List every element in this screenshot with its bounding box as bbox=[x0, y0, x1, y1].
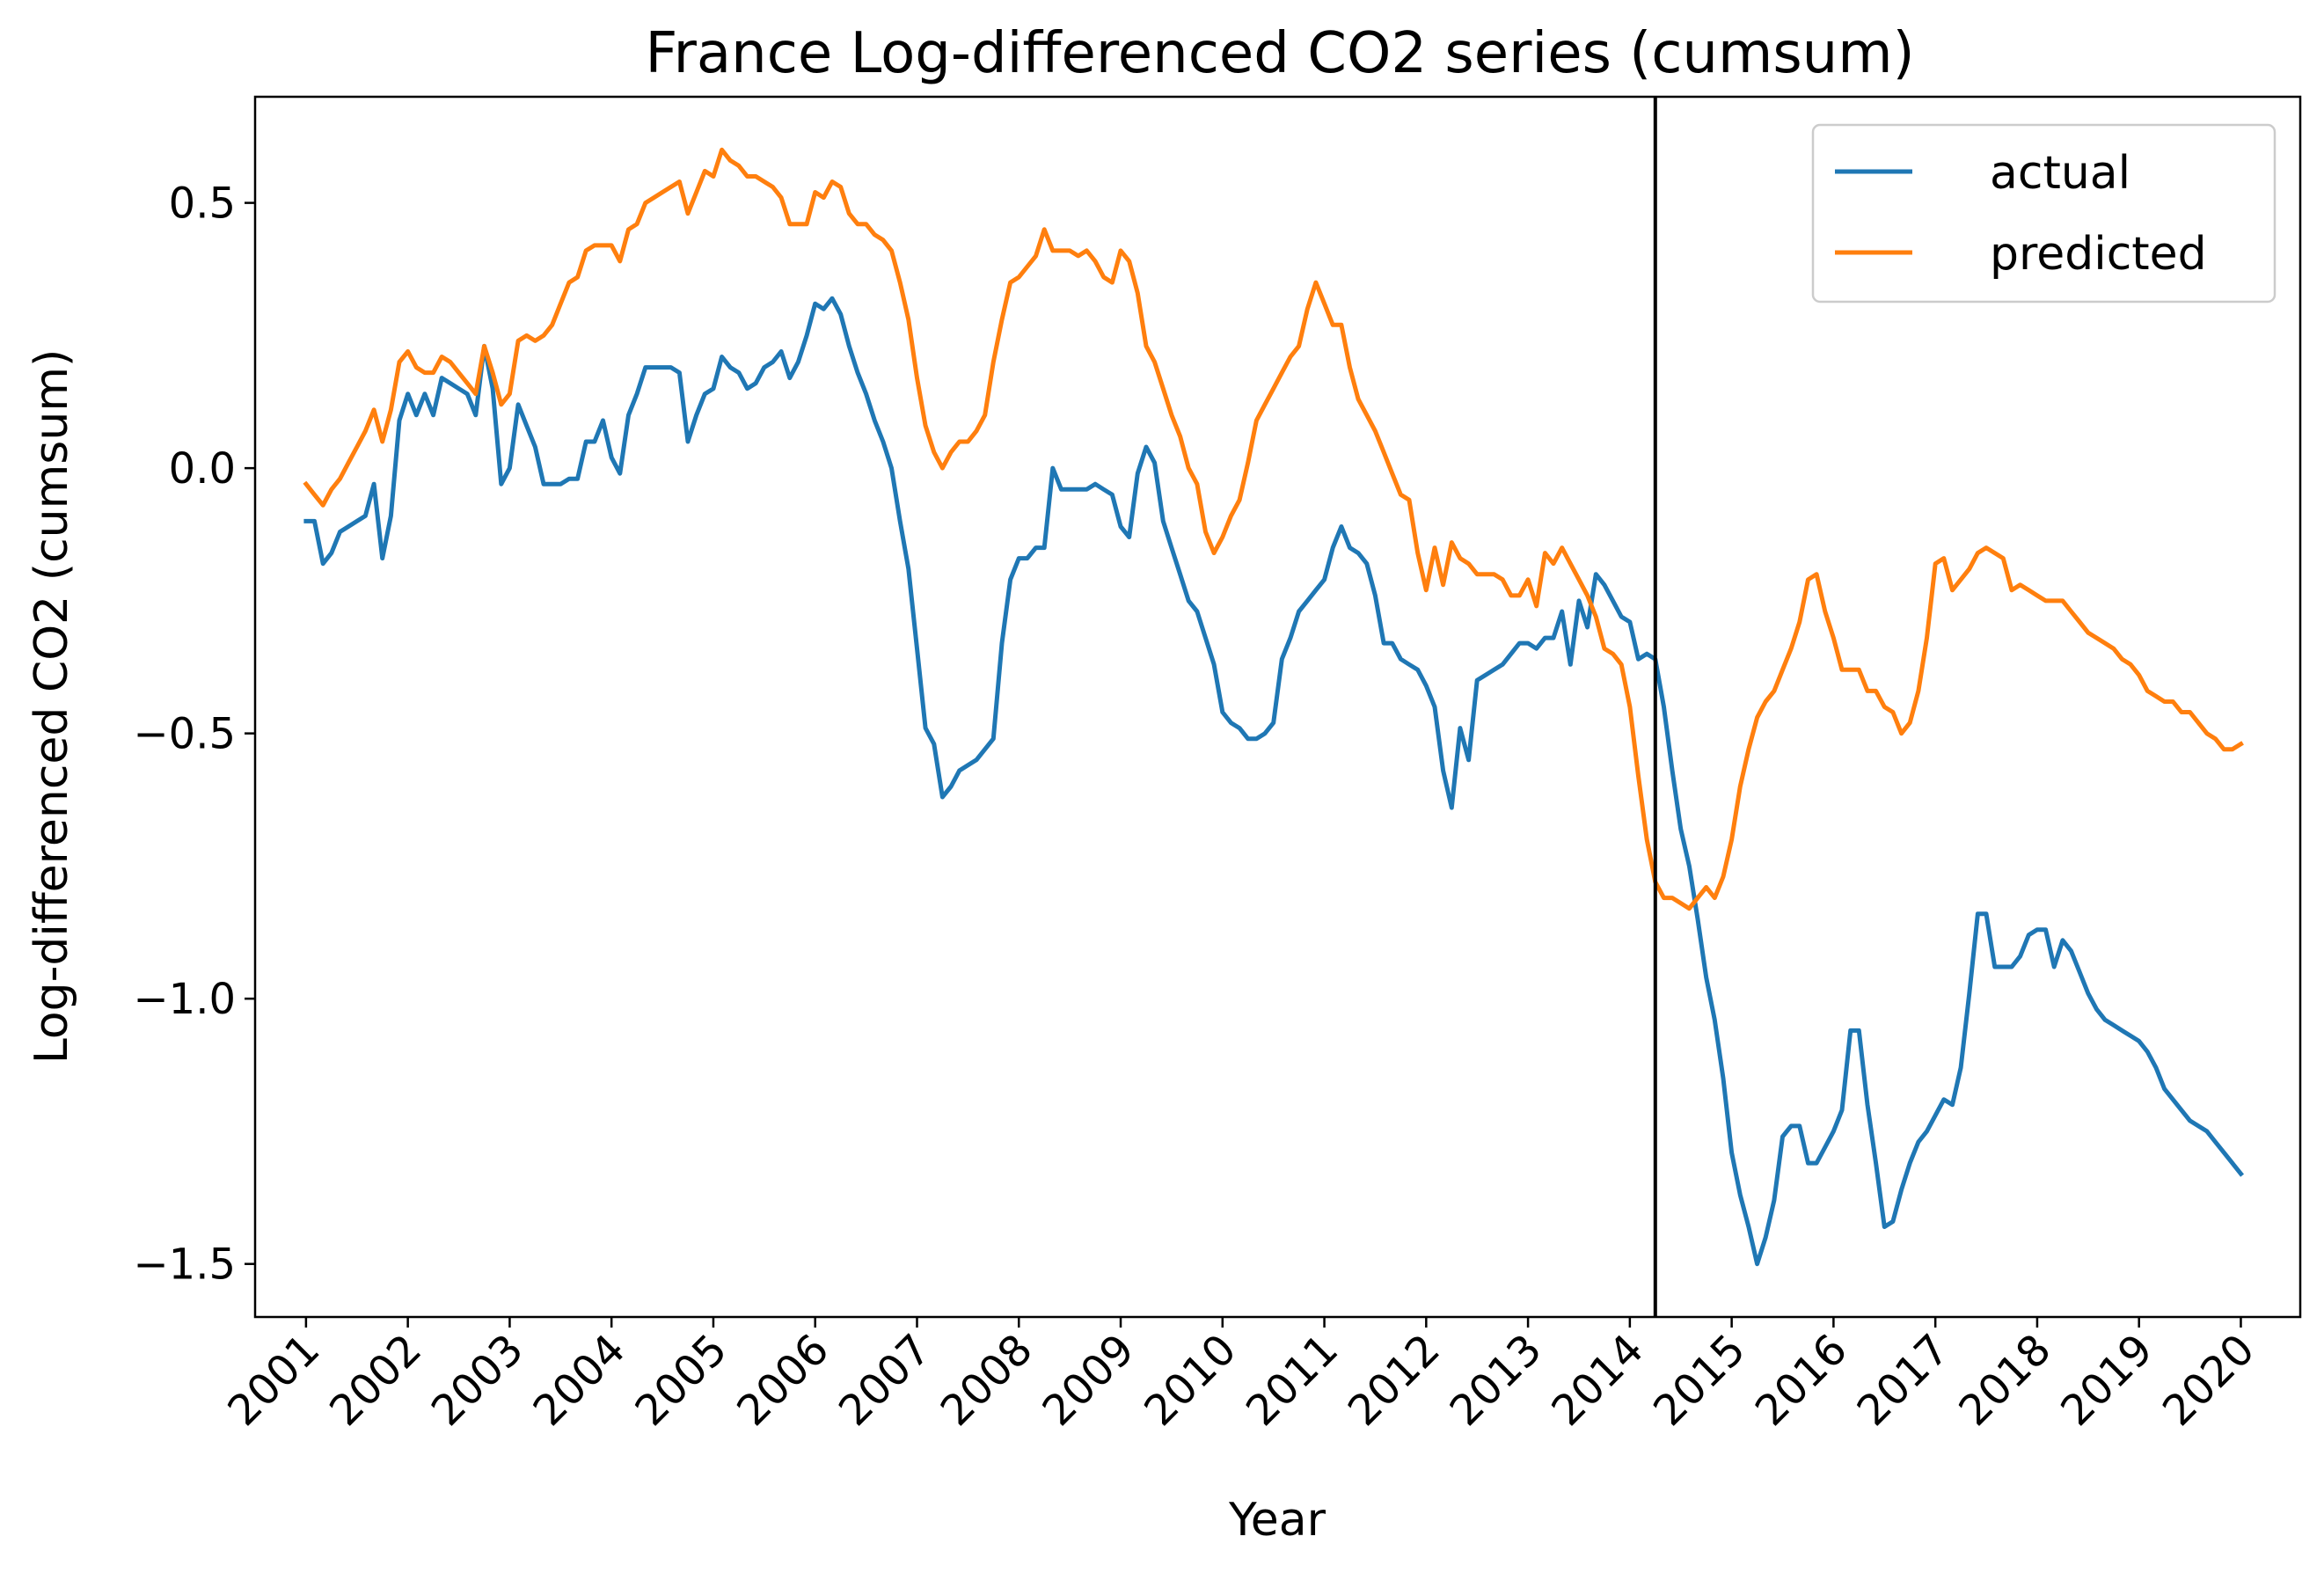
y-tick-label: −1.5 bbox=[133, 1240, 236, 1290]
y-tick-label: −1.0 bbox=[133, 975, 236, 1024]
y-tick-label: 0.5 bbox=[169, 179, 236, 229]
chart-title: France Log-differenced CO2 series (cumsu… bbox=[645, 21, 1914, 86]
legend-box bbox=[1811, 123, 2276, 304]
y-tick-label: 0.0 bbox=[169, 444, 236, 494]
y-axis-label: Log-differenced CO2 (cumsum) bbox=[26, 349, 78, 1065]
y-axis-ticks: 0.5 0.0 −0.5 −1.0 −1.5 bbox=[133, 179, 255, 1290]
legend-label-actual: actual bbox=[1990, 147, 2130, 200]
plot-lines-group bbox=[303, 97, 2245, 1317]
legend: actual predicted bbox=[1811, 123, 2276, 304]
legend-label-predicted: predicted bbox=[1990, 228, 2207, 281]
plot-area-frame bbox=[253, 95, 2302, 1319]
series-line-predicted bbox=[303, 147, 2244, 911]
x-axis-label: Year bbox=[1228, 1494, 1326, 1547]
y-tick-label: −0.5 bbox=[133, 710, 236, 759]
series-line-actual bbox=[303, 296, 2245, 1267]
